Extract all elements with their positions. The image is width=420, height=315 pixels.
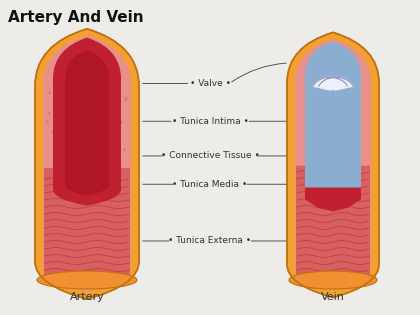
Text: • Valve •: • Valve • bbox=[189, 79, 231, 88]
Polygon shape bbox=[313, 77, 347, 90]
Text: • Connective Tissue •: • Connective Tissue • bbox=[160, 152, 260, 160]
Text: • Tunica Externa •: • Tunica Externa • bbox=[168, 237, 252, 245]
PathPatch shape bbox=[43, 36, 131, 292]
Text: Vein: Vein bbox=[321, 292, 345, 302]
PathPatch shape bbox=[44, 168, 130, 287]
PathPatch shape bbox=[53, 37, 121, 206]
PathPatch shape bbox=[305, 187, 361, 211]
Text: Artery And Vein: Artery And Vein bbox=[8, 10, 144, 25]
PathPatch shape bbox=[295, 39, 371, 290]
PathPatch shape bbox=[65, 50, 109, 196]
Text: Artery: Artery bbox=[70, 292, 105, 302]
Ellipse shape bbox=[37, 271, 137, 289]
Text: • Tunica Intima •: • Tunica Intima • bbox=[171, 117, 249, 126]
Polygon shape bbox=[319, 77, 353, 90]
PathPatch shape bbox=[287, 32, 379, 297]
Text: • Tunica Media •: • Tunica Media • bbox=[172, 180, 248, 189]
PathPatch shape bbox=[305, 42, 361, 204]
PathPatch shape bbox=[35, 29, 139, 299]
PathPatch shape bbox=[296, 166, 370, 287]
Ellipse shape bbox=[289, 271, 377, 289]
